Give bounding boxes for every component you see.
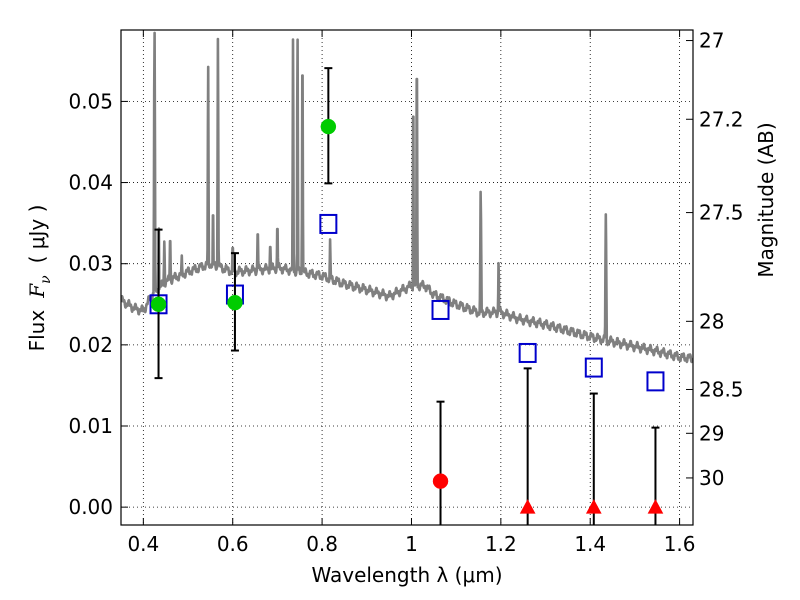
y2-tick-label: 28.5 [699, 377, 744, 401]
y2-tick-label: 27.2 [699, 107, 744, 131]
x-tick-label: 1.4 [574, 532, 606, 556]
detections-point [150, 296, 167, 313]
y2-tick-label: 29 [699, 421, 724, 445]
spectrum-group [121, 31, 693, 364]
x-tick-label: 1.6 [664, 532, 696, 556]
y2-tick-label: 28 [699, 309, 724, 333]
x-tick-label: 0.4 [127, 532, 159, 556]
y-tick-label: 0.04 [68, 171, 113, 195]
markers-group [149, 67, 665, 525]
x-tick-label: 1.2 [485, 532, 517, 556]
upper-limit-triangle [647, 499, 664, 514]
y2-tick-label: 27 [699, 29, 724, 53]
detections-point [320, 118, 337, 135]
y-tick-label: 0.01 [68, 414, 113, 438]
y-axis-label: Flux Fν ( μJy ) [25, 205, 54, 352]
plot-frame [120, 29, 694, 526]
model-photometry-square [431, 299, 450, 320]
y-axis-label-flux: Flux [25, 310, 49, 352]
y2-tick-label: 30 [699, 466, 724, 490]
y-axis-label-fnu-sub: ν [38, 275, 54, 284]
x-tick-label: 0.6 [217, 532, 249, 556]
model-photometry-square [319, 213, 338, 234]
marginal-detection-point [432, 473, 449, 489]
y-tick-label: 0.03 [68, 252, 113, 276]
y-tick-label: 0.00 [68, 495, 113, 519]
ticks-group: 0.4 0.6 0.8 1 1.2 1.4 1.6 0.00 0.01 0.02 0.03 0.04 0… [68, 29, 743, 556]
y-axis-label-fnu: F [25, 283, 49, 299]
detections-point [227, 294, 243, 311]
upper-limit-triangle [519, 499, 536, 514]
y2-axis-label: Magnitude (AB) [754, 122, 778, 277]
x-tick-label: 0.8 [306, 532, 338, 556]
plot-background [121, 30, 693, 525]
upper-limit-triangle [585, 499, 602, 514]
y-axis-label-unit: ( μJy ) [25, 205, 49, 264]
x-axis-label: Wavelength λ (μm) [311, 563, 502, 587]
spectrum-line [121, 31, 693, 364]
y2-tick-label: 27.5 [699, 201, 744, 225]
model-photometry-square [584, 357, 603, 378]
y-tick-label: 0.05 [68, 89, 113, 113]
x-tick-label: 1 [405, 532, 418, 556]
model-photometry-square [518, 342, 537, 363]
y-tick-label: 0.02 [68, 333, 113, 357]
model-photometry-square [646, 371, 665, 392]
